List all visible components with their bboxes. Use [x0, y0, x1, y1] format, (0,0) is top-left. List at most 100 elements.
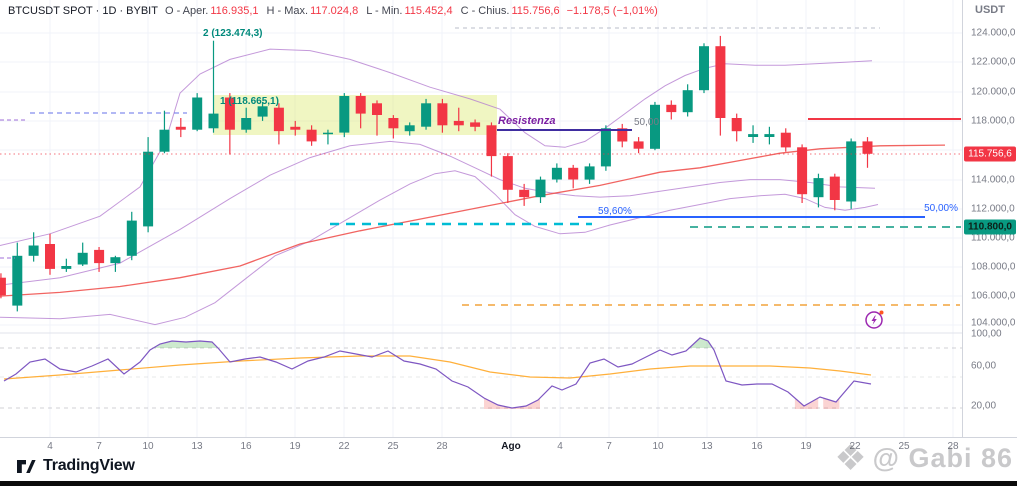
candle — [192, 97, 203, 130]
candle — [535, 179, 546, 198]
candle — [846, 141, 857, 202]
candle — [502, 156, 513, 190]
tradingview-logo-text: TradingView — [43, 457, 135, 474]
candle — [584, 166, 595, 180]
candle — [682, 90, 693, 113]
chart-annotation: Resistenza — [498, 115, 555, 127]
candle — [453, 120, 464, 126]
candle — [372, 103, 382, 115]
candle — [241, 118, 252, 130]
candle — [339, 96, 350, 133]
time-axis[interactable]: 4 7 10 13 16 19 22 25 28 Ago 4 7 10 13 16 19 22 25 28 — [0, 437, 1017, 456]
time-axis-label: 19 — [800, 441, 812, 452]
candle — [175, 126, 186, 130]
tradingview-logo[interactable]: TradingView — [16, 456, 135, 476]
chart-annotation: 50,00 — [634, 117, 659, 128]
candle — [699, 46, 709, 91]
time-axis-label: 25 — [387, 441, 399, 452]
price-axis-label: 114.000,0 — [971, 174, 1015, 186]
ohlc-item: H - Max. 117.024,8 — [266, 5, 359, 17]
candle — [126, 220, 137, 256]
time-axis-label: 4 — [557, 441, 563, 452]
change-value: −1.178,5 (−1,01%) — [566, 5, 658, 17]
chart-canvas[interactable]: 2 (123.474,3) 1 (118.665,1) Resistenza 50,0… — [0, 0, 962, 437]
price-axis-label: 100,00 — [971, 328, 1002, 340]
candle — [470, 122, 481, 127]
ohlc-values: O - Aper. 116.935,1 H - Max. 117.024,8 L - M… — [165, 5, 560, 17]
time-axis-label: 10 — [142, 441, 154, 452]
time-axis-label: 7 — [606, 441, 612, 452]
candle — [0, 277, 6, 296]
drawing-lines[interactable] — [0, 27, 961, 306]
time-axis-label: 16 — [751, 441, 763, 452]
candle — [519, 189, 530, 198]
time-axis-label: 22 — [849, 441, 861, 452]
candle — [486, 125, 497, 157]
symbol-title[interactable]: BTCUSDT SPOT · 1D · BYBIT — [8, 5, 158, 17]
candle — [797, 147, 808, 195]
candle — [600, 128, 611, 167]
chart-annotation: 50,00% — [924, 203, 958, 214]
time-axis-label: 13 — [191, 441, 203, 452]
price-axis-label: 104.000,0 — [971, 317, 1016, 329]
price-axis-label: 124.000,0 — [971, 27, 1016, 39]
candle — [94, 249, 105, 264]
tradingview-logo-icon — [17, 460, 36, 473]
chart-annotations: 2 (123.474,3) 1 (118.665,1) Resistenza 50,0… — [203, 28, 958, 217]
time-axis-label: 16 — [240, 441, 252, 452]
rsi-oversold-fill — [794, 398, 819, 409]
candle — [323, 132, 333, 135]
candle — [273, 107, 284, 132]
time-axis-label: 10 — [652, 441, 664, 452]
candle — [748, 134, 759, 137]
rsi-line — [3, 337, 872, 409]
grid — [0, 0, 962, 437]
rsi-signal-line — [3, 355, 872, 380]
time-axis-label: 22 — [338, 441, 350, 452]
price-axis[interactable]: USDT 124.000,0 122.000,0 120.000,0 118.000,… — [962, 0, 1017, 437]
rsi-overbought-fill — [689, 338, 713, 348]
boost-button[interactable] — [864, 308, 886, 330]
candle — [862, 141, 873, 154]
candle — [224, 97, 235, 130]
price-axis-label: 108.000,0 — [971, 261, 1016, 273]
chart-annotation: 2 (123.474,3) — [203, 28, 263, 39]
time-axis-label: Ago — [501, 441, 521, 452]
candle — [633, 141, 644, 149]
time-axis-label: 19 — [289, 441, 301, 452]
rsi-oversold-fill — [823, 398, 840, 409]
candle — [666, 104, 677, 113]
price-badge: 115.756,6 — [964, 146, 1016, 162]
candle — [159, 129, 170, 152]
candle — [813, 178, 824, 198]
candle — [110, 257, 121, 264]
price-axis-label: 110.000,0 — [971, 232, 1015, 244]
price-axis-label: 112.000,0 — [971, 203, 1015, 215]
candle — [437, 103, 448, 126]
candle — [715, 46, 726, 119]
rsi-overbought-fill — [153, 341, 218, 348]
candle — [45, 244, 55, 269]
rsi-pane — [0, 337, 962, 409]
candle — [12, 255, 23, 306]
candle — [731, 118, 742, 132]
candle — [257, 106, 268, 117]
time-axis-label: 25 — [898, 441, 910, 452]
ohlc-item: O - Aper. 116.935,1 — [164, 5, 259, 17]
currency-label: USDT — [975, 4, 1005, 16]
candle — [61, 266, 72, 269]
lightning-bolt-icon — [865, 310, 884, 329]
time-axis-label: 28 — [436, 441, 448, 452]
chart-legend: BTCUSDT SPOT · 1D · BYBIT O - Aper. 116.9… — [8, 3, 658, 19]
candle — [551, 167, 562, 180]
time-axis-label: 4 — [47, 441, 53, 452]
ohlc-item: C - Chius. 115.756,6 — [460, 5, 560, 17]
time-axis-label: 28 — [947, 441, 959, 452]
candle — [404, 125, 415, 132]
price-axis-label: 120.000,0 — [971, 86, 1016, 98]
ohlc-item: L - Min. 115.452,4 — [366, 5, 453, 17]
price-axis-label: 122.000,0 — [971, 56, 1016, 68]
candle — [780, 132, 791, 148]
time-axis-label: 13 — [701, 441, 713, 452]
